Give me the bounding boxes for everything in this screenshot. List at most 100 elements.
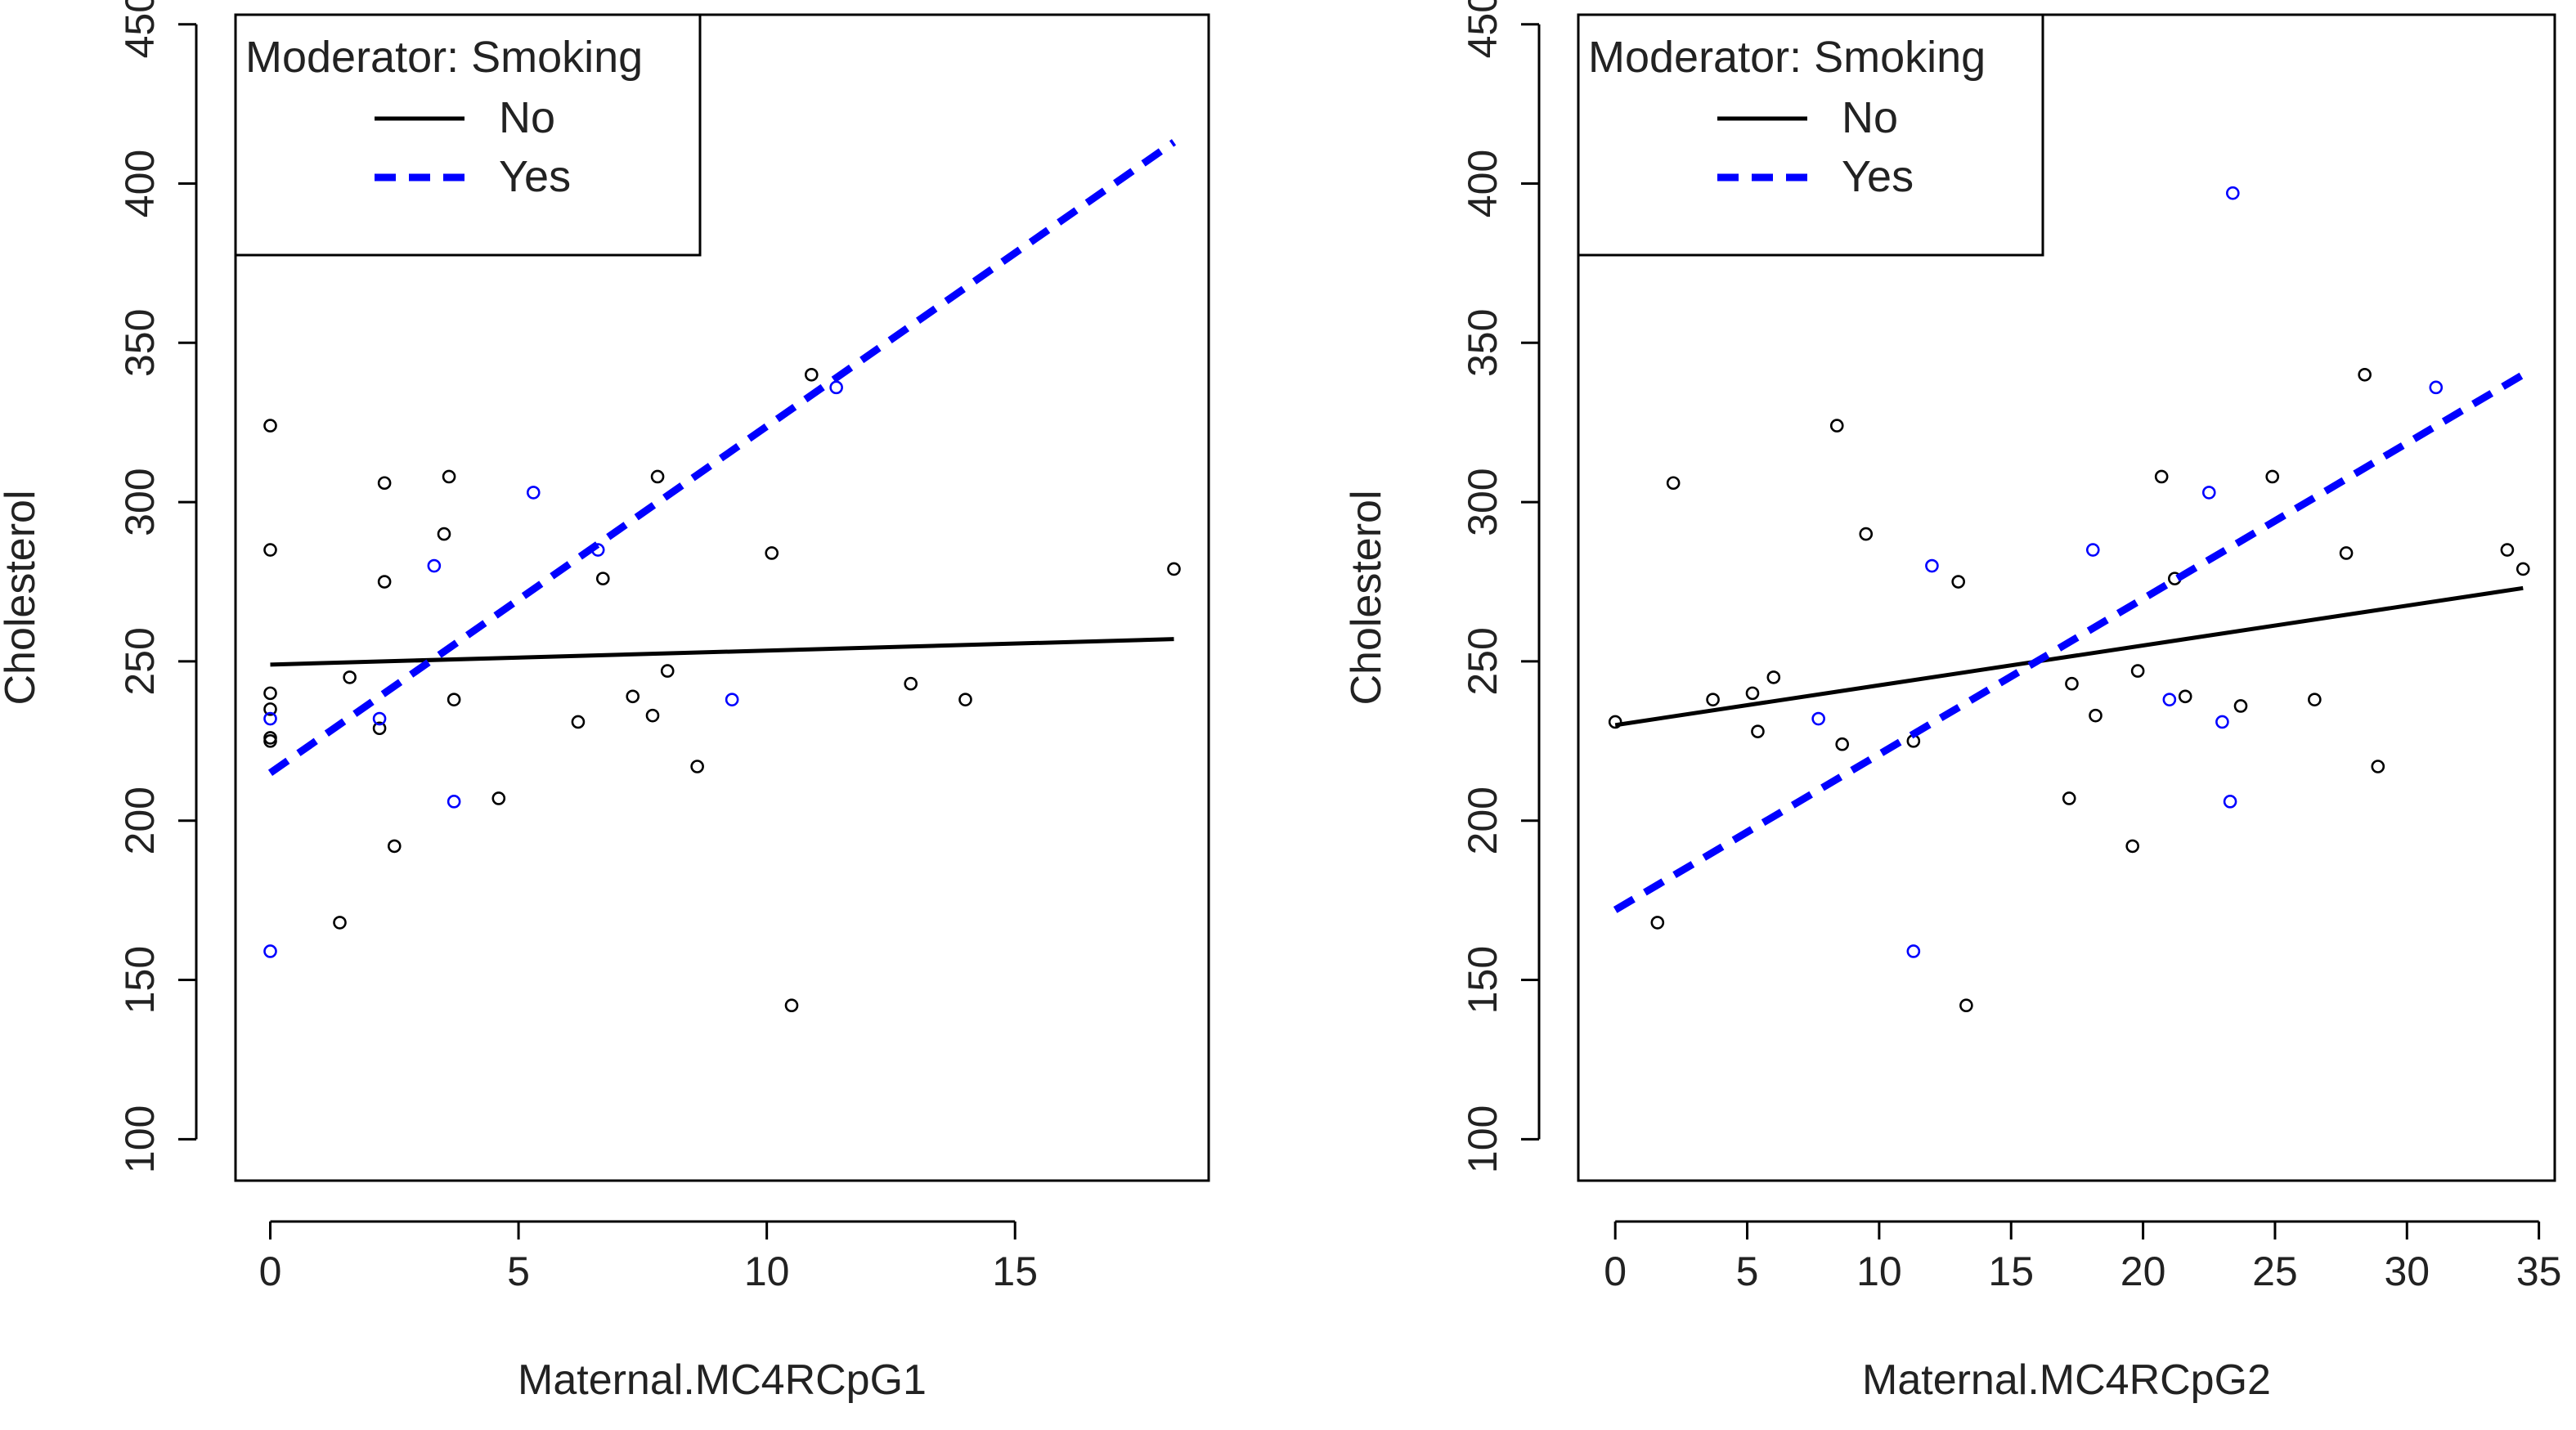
data-point bbox=[263, 419, 277, 433]
y-tick-label: 300 bbox=[117, 468, 163, 536]
y-tick-label: 350 bbox=[1460, 309, 1506, 377]
data-point bbox=[1859, 527, 1874, 541]
data-point bbox=[2201, 486, 2216, 500]
x-tick-label: 15 bbox=[1988, 1248, 2034, 1294]
data-point bbox=[2515, 562, 2530, 576]
y-tick-label: 450 bbox=[117, 0, 163, 58]
legend-label-no: No bbox=[499, 93, 555, 142]
data-point bbox=[427, 558, 442, 573]
data-point bbox=[1925, 558, 1939, 573]
legend-box bbox=[1577, 13, 2044, 257]
data-point bbox=[2154, 469, 2169, 484]
legend-box bbox=[234, 13, 702, 257]
data-point bbox=[2162, 693, 2177, 706]
legend-label-yes: Yes bbox=[1842, 152, 1914, 201]
legend-title: Moderator: Smoking bbox=[1588, 33, 1986, 82]
data-point bbox=[372, 721, 387, 736]
y-tick-label: 100 bbox=[117, 1105, 163, 1173]
data-point bbox=[263, 734, 277, 748]
data-point bbox=[2500, 543, 2515, 557]
data-point bbox=[1167, 562, 1181, 576]
data-point bbox=[2371, 760, 2385, 773]
x-axis-title: Maternal.MC4RCpG1 bbox=[518, 1356, 927, 1404]
data-point bbox=[2265, 469, 2280, 484]
x-tick-label: 5 bbox=[1736, 1248, 1759, 1294]
y-tick-label: 250 bbox=[117, 627, 163, 695]
y-tick-label: 200 bbox=[117, 787, 163, 854]
data-point bbox=[437, 527, 451, 541]
data-point bbox=[2339, 546, 2354, 560]
x-tick-label: 10 bbox=[1856, 1248, 1902, 1294]
data-point bbox=[263, 686, 277, 701]
series-no bbox=[1608, 367, 2530, 1013]
data-point bbox=[2125, 839, 2139, 854]
x-axis: 0 5 10 15 bbox=[259, 1220, 1038, 1294]
data-point bbox=[447, 693, 461, 706]
data-point bbox=[1951, 575, 1965, 589]
y-tick-label: 200 bbox=[1460, 787, 1506, 854]
data-point bbox=[958, 693, 972, 706]
fit-line-yes bbox=[267, 139, 1177, 776]
data-point bbox=[765, 546, 779, 560]
data-point bbox=[2226, 186, 2240, 200]
x-tick-label: 5 bbox=[507, 1248, 530, 1294]
chart-panel-1: 0 5 10 15 100 150 200 250 300 350 400 450 Maternal.M… bbox=[0, 0, 1210, 1404]
y-tick-label: 100 bbox=[1460, 1105, 1506, 1173]
data-point bbox=[1666, 476, 1681, 491]
data-point bbox=[263, 543, 277, 557]
plot-frame bbox=[1577, 13, 2556, 1182]
y-tick-label: 150 bbox=[1460, 946, 1506, 1014]
data-point bbox=[1608, 715, 1622, 729]
data-point bbox=[442, 469, 456, 484]
y-tick-label: 300 bbox=[1460, 468, 1506, 536]
data-point bbox=[333, 916, 347, 930]
data-point bbox=[2308, 693, 2322, 706]
data-point bbox=[491, 791, 506, 805]
data-point bbox=[784, 998, 799, 1013]
series-yes bbox=[263, 139, 1177, 958]
x-axis: 0 5 10 15 20 25 30 35 bbox=[1604, 1220, 2562, 1294]
data-point bbox=[1751, 724, 1765, 738]
data-point bbox=[2223, 795, 2237, 809]
data-point bbox=[2085, 543, 2100, 557]
data-point bbox=[1811, 711, 1825, 726]
x-tick-label: 10 bbox=[744, 1248, 790, 1294]
x-tick-label: 15 bbox=[992, 1248, 1038, 1294]
series-no bbox=[263, 367, 1181, 1013]
data-point bbox=[2215, 715, 2229, 729]
data-point bbox=[2178, 689, 2192, 704]
data-point bbox=[595, 572, 610, 585]
y-tick-label: 350 bbox=[117, 309, 163, 377]
data-point bbox=[2062, 791, 2076, 805]
data-point bbox=[263, 711, 277, 726]
data-point bbox=[2358, 367, 2372, 382]
y-tick-label: 400 bbox=[1460, 150, 1506, 217]
x-tick-label: 20 bbox=[2120, 1248, 2166, 1294]
data-point bbox=[2089, 708, 2103, 723]
data-point bbox=[387, 839, 402, 854]
x-axis-title: Maternal.MC4RCpG2 bbox=[1862, 1356, 2271, 1404]
legend-title: Moderator: Smoking bbox=[245, 33, 643, 82]
data-point bbox=[263, 944, 277, 958]
data-point bbox=[526, 486, 541, 500]
data-point bbox=[804, 367, 819, 382]
fit-line-yes bbox=[1613, 371, 2525, 913]
data-point bbox=[2429, 380, 2444, 395]
data-point bbox=[343, 670, 357, 684]
data-point bbox=[263, 702, 277, 716]
chart-panel-2: 0 5 10 15 20 25 30 35 100 150 200 250 300 350 400 450 Ma… bbox=[1343, 0, 2561, 1404]
x-tick-label: 35 bbox=[2516, 1248, 2562, 1294]
data-point bbox=[1835, 737, 1850, 751]
y-tick-label: 400 bbox=[117, 150, 163, 217]
data-point bbox=[1706, 693, 1720, 706]
data-point bbox=[372, 711, 387, 726]
data-point bbox=[377, 476, 392, 491]
x-tick-label: 25 bbox=[2252, 1248, 2298, 1294]
y-axis-title: Cholesterol bbox=[0, 490, 44, 705]
y-tick-label: 250 bbox=[1460, 627, 1506, 695]
data-point bbox=[1766, 670, 1781, 684]
legend-label-yes: Yes bbox=[499, 152, 571, 201]
data-point bbox=[904, 676, 918, 691]
data-point bbox=[2065, 676, 2079, 691]
